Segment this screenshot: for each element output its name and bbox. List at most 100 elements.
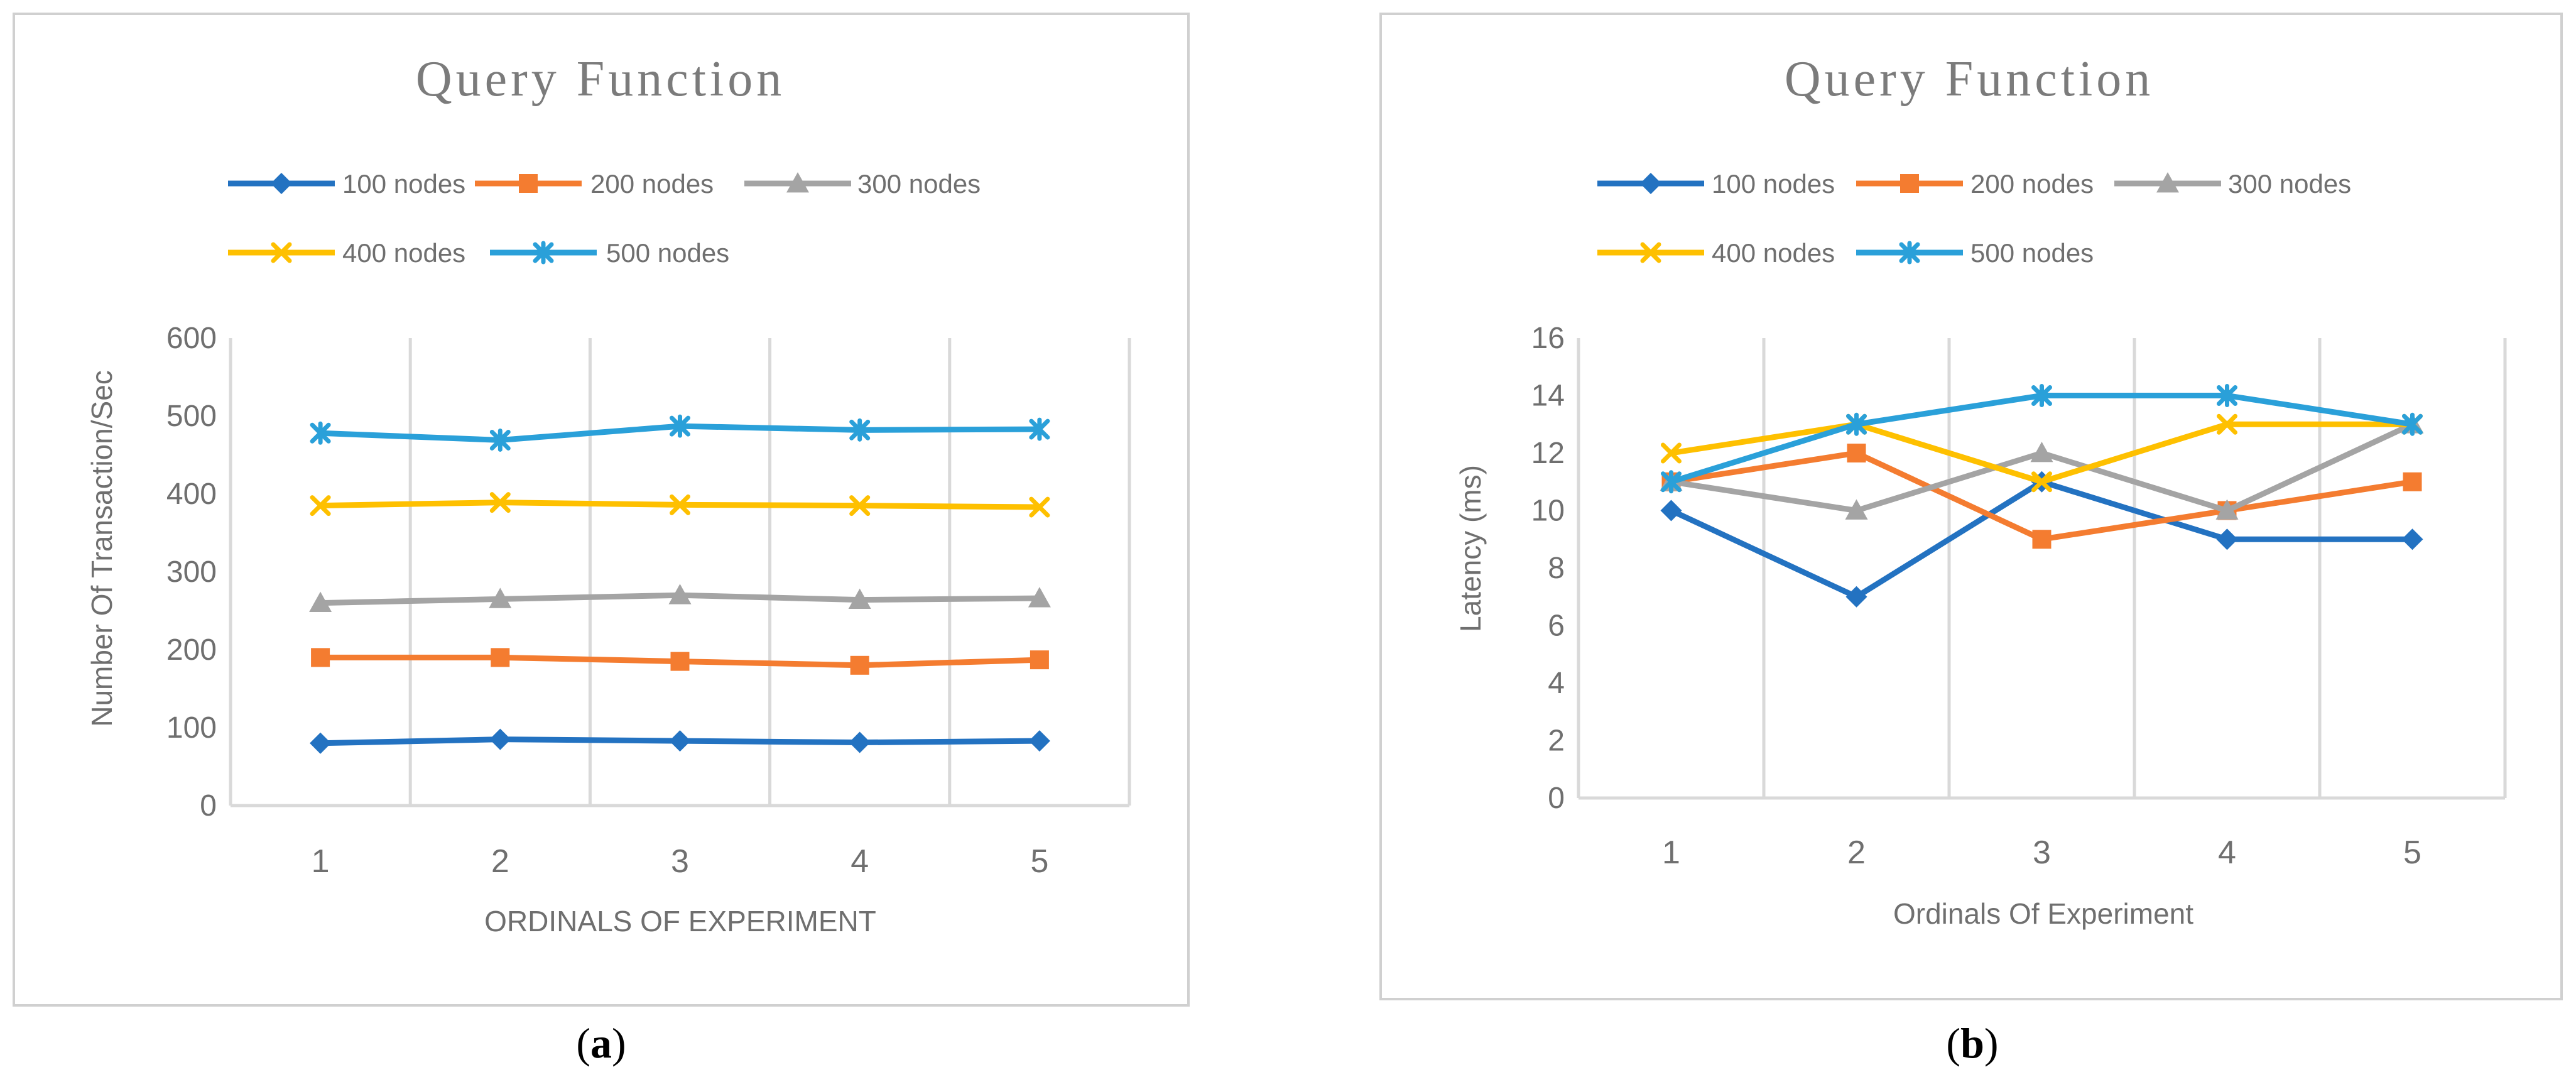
star-marker-shape	[1899, 241, 1920, 265]
data-point-400-nodes	[1661, 442, 1682, 464]
y-tick-label: 4	[1548, 667, 1565, 700]
chart-b-legend: 100 nodes 200 nodes 300 nodes 400 nodes	[1597, 169, 2351, 268]
data-point-200-nodes	[311, 648, 330, 667]
data-point-400-nodes	[489, 492, 511, 513]
x-tick-label: 4	[2218, 834, 2236, 871]
data-point-100-nodes	[2216, 528, 2238, 550]
y-tick-label: 16	[1531, 322, 1565, 355]
y-tick-label: 6	[1548, 610, 1565, 643]
legend-item-500-nodes: 500 nodes	[1856, 238, 2094, 268]
legend-label: 400 nodes	[342, 238, 465, 268]
data-point-400-nodes	[310, 495, 331, 517]
data-point-300-nodes	[1028, 587, 1051, 608]
legend-marker-star	[533, 241, 554, 265]
data-point-100-nodes	[849, 731, 871, 753]
chart-b-title: Query Function	[1785, 52, 2154, 107]
legend-item-400-nodes: 400 nodes	[228, 238, 465, 268]
y-tick-label: 100	[166, 711, 217, 745]
data-point-500-nodes	[1661, 470, 1682, 494]
data-point-300-nodes	[848, 588, 871, 610]
data-point-200-nodes	[1847, 444, 1866, 462]
square-marker-shape	[1900, 174, 1919, 193]
legend-label: 200 nodes	[1970, 169, 2094, 199]
triangle-marker-shape	[2156, 172, 2179, 193]
legend-label: 200 nodes	[590, 169, 714, 199]
data-point-100-nodes	[1845, 586, 1867, 608]
y-tick-label: 2	[1548, 724, 1565, 758]
legend-item-500-nodes: 500 nodes	[490, 238, 729, 268]
data-point-500-nodes	[2402, 412, 2423, 436]
legend-item-300-nodes: 300 nodes	[744, 169, 981, 199]
data-point-100-nodes	[2401, 528, 2423, 550]
y-tick-label: 8	[1548, 552, 1565, 585]
legend-label: 100 nodes	[1712, 169, 1835, 199]
x-marker-shape	[1640, 242, 1661, 263]
data-point-300-nodes	[2030, 442, 2053, 462]
x-tick-label: 5	[1030, 843, 1048, 880]
legend-item-400-nodes: 400 nodes	[1597, 238, 1835, 268]
y-tick-label: 300	[166, 555, 217, 589]
data-point-400-nodes	[1029, 496, 1050, 518]
data-point-300-nodes	[309, 591, 332, 612]
y-tick-label: 14	[1531, 380, 1565, 413]
legend-label: 100 nodes	[342, 169, 465, 199]
data-point-500-nodes	[310, 421, 331, 445]
chart-b-y-axis-title: Latency (ms)	[1454, 465, 1487, 632]
chart-b-x-axis-title: Ordinals Of Experiment	[1893, 897, 2193, 930]
data-point-200-nodes	[1030, 650, 1049, 670]
y-tick-label: 10	[1531, 495, 1565, 528]
data-point-500-nodes	[489, 428, 511, 452]
chart-a-title: Query Function	[416, 52, 785, 107]
x-tick-label: 3	[2033, 834, 2051, 871]
legend-label: 300 nodes	[857, 169, 981, 199]
x-tick-label: 4	[851, 843, 869, 880]
data-point-200-nodes	[670, 652, 690, 671]
data-point-500-nodes	[2031, 384, 2052, 407]
legend-label: 300 nodes	[2228, 169, 2351, 199]
chart-b: Query Function 100 nodes 200 nodes 300 n…	[1379, 13, 2563, 1000]
data-point-400-nodes	[2031, 471, 2052, 493]
data-point-200-nodes	[850, 655, 869, 675]
legend-item-200-nodes: 200 nodes	[1856, 169, 2094, 199]
x-tick-label: 5	[2403, 834, 2421, 871]
square-marker-shape	[519, 174, 538, 193]
data-point-200-nodes	[2032, 530, 2052, 549]
data-point-200-nodes	[2403, 472, 2422, 491]
x-tick-label: 2	[491, 843, 509, 880]
legend-item-100-nodes: 100 nodes	[228, 169, 465, 199]
legend-item-100-nodes: 100 nodes	[1597, 169, 1835, 199]
x-tick-label: 1	[1662, 834, 1680, 871]
data-point-400-nodes	[2217, 413, 2237, 435]
data-point-300-nodes	[489, 588, 512, 608]
data-point-100-nodes	[310, 732, 332, 754]
data-point-400-nodes	[849, 495, 871, 517]
chart-a-y-axis-title: Number Of Transaction/Sec	[85, 370, 118, 727]
data-point-500-nodes	[2217, 384, 2237, 407]
diamond-marker-shape	[271, 173, 292, 194]
y-tick-label: 0	[200, 789, 217, 823]
data-point-400-nodes	[670, 494, 690, 515]
chart-a: Query Function 100 nodes 200 nodes 300 n…	[13, 13, 1190, 1007]
data-point-200-nodes	[491, 648, 510, 667]
data-point-100-nodes	[1660, 500, 1682, 522]
caption-b: (b)	[1946, 1019, 1998, 1067]
legend-marker-triangle	[2156, 172, 2179, 193]
y-tick-label: 500	[166, 400, 217, 433]
data-point-100-nodes	[1028, 730, 1050, 752]
x-tick-label: 3	[671, 843, 689, 880]
chart-a-plot-area: 0 100 200 300 400 500 600 1 2 3 4 5	[166, 322, 1131, 880]
legend-marker-square	[519, 174, 538, 193]
data-point-300-nodes	[668, 584, 692, 604]
legend-marker-square	[1900, 174, 1919, 193]
legend-label: 500 nodes	[606, 238, 729, 268]
data-point-500-nodes	[670, 414, 690, 438]
triangle-marker-shape	[786, 172, 809, 193]
legend-marker-x	[271, 242, 292, 263]
data-point-300-nodes	[1845, 499, 1868, 520]
x-marker-shape	[271, 242, 292, 263]
data-point-300-nodes	[2215, 499, 2239, 520]
data-point-500-nodes	[849, 418, 871, 442]
data-point-100-nodes	[669, 730, 691, 752]
chart-a-frame	[13, 13, 1190, 1007]
diamond-marker-shape	[1640, 173, 1661, 194]
